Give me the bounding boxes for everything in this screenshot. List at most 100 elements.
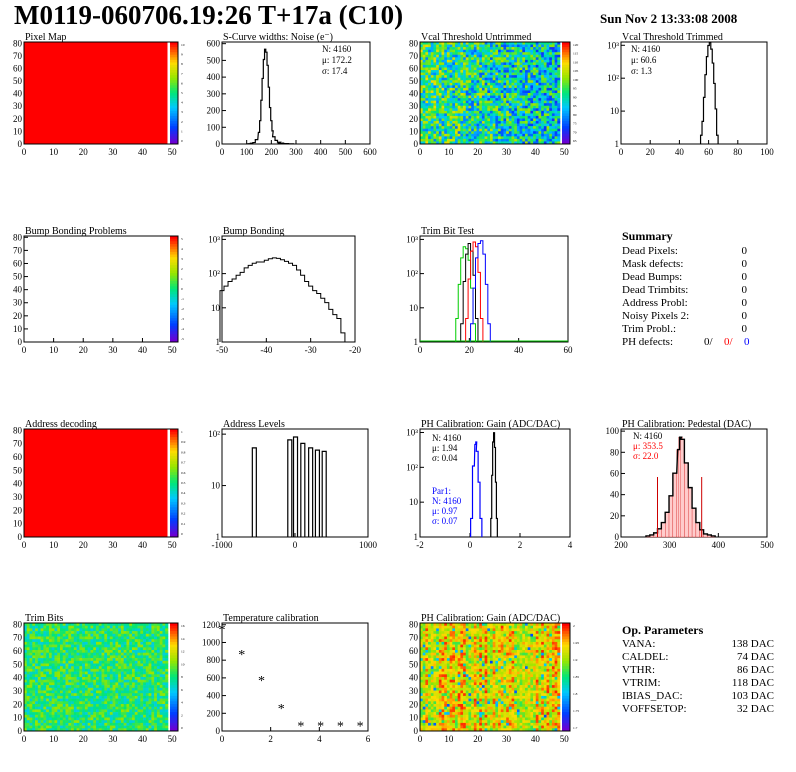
trim_bits-cell	[162, 668, 166, 672]
vcal_untrimmed-cell	[425, 100, 429, 104]
trim_bits-cell	[37, 650, 41, 653]
trim_bits-cell	[90, 722, 94, 726]
vcal_untrimmed-cell	[444, 128, 448, 132]
pixel_map-colorbar-cell	[170, 80, 178, 84]
vcal_untrimmed-cell	[519, 105, 523, 109]
vcal_untrimmed-cell	[525, 47, 528, 50]
vcal_untrimmed-cell	[546, 52, 550, 56]
vcal_untrimmed-cell	[541, 80, 545, 84]
trim_bits-cell	[159, 698, 163, 702]
trim_bits-cell	[134, 655, 138, 659]
trim_bits-cell	[76, 698, 80, 702]
vcal_untrimmed-cell	[508, 80, 512, 84]
trim_bits-cell	[24, 709, 28, 713]
vcal_untrimmed-cell	[500, 80, 504, 84]
trim_bits-cell	[151, 704, 155, 707]
trim_bits-cell	[35, 701, 39, 705]
trim_bits-cell	[134, 644, 138, 648]
trim_bits-cell	[96, 625, 100, 629]
vcal_untrimmed-cell	[492, 44, 496, 48]
vcal_untrimmed-cell	[538, 59, 542, 63]
address_decoding-colorbar-cell	[170, 439, 178, 443]
vcal_untrimmed-cell	[457, 136, 461, 140]
trim_bits-cell	[112, 644, 116, 648]
vcal_untrimmed-cell	[522, 123, 526, 127]
trim_bits-cell	[82, 677, 86, 680]
trim_bits-cell	[162, 682, 166, 686]
vcal_untrimmed-cell	[546, 42, 550, 45]
trim_bits-cell	[82, 655, 86, 659]
vcal_untrimmed-cell	[455, 59, 458, 63]
vcal_untrimmed-cell	[471, 141, 475, 145]
trim_bits-cell	[134, 625, 138, 629]
trim_bits-cell	[87, 728, 91, 732]
vcal_untrimmed-cell	[511, 85, 515, 89]
vcal_untrimmed-cell	[433, 103, 437, 107]
trim_bits-cell	[104, 671, 108, 675]
trim_bits-cell	[145, 641, 149, 645]
trim_bits-cell	[79, 647, 83, 651]
vcal_untrimmed-cell	[444, 49, 448, 53]
pixel_map-ytick-label: 20	[13, 114, 23, 124]
vcal_untrimmed-cell	[471, 44, 475, 48]
vcal_trimmed-xtick-label: 40	[675, 147, 685, 157]
vcal_untrimmed-cell	[449, 110, 453, 114]
trim_bits-cell	[90, 633, 94, 637]
vcal_untrimmed-cell	[428, 133, 432, 137]
address_decoding-colorbar-cell	[170, 526, 178, 530]
vcal_untrimmed-cell	[492, 67, 496, 71]
trim_bits-cell	[126, 628, 130, 632]
trim_bits-cell	[159, 685, 163, 689]
trim_bits-cell	[93, 722, 97, 726]
trim_bits-cell	[35, 663, 39, 667]
vcal_untrimmed-cell	[541, 62, 545, 66]
vcal_untrimmed-cell	[420, 138, 423, 142]
trim_bits-cell	[40, 633, 44, 637]
vcal_untrimmed-cell	[430, 126, 434, 129]
trim_bits-cell	[120, 682, 124, 686]
vcal_untrimmed-cell	[425, 103, 429, 107]
vcal_untrimmed-cell	[422, 42, 426, 45]
vcal_untrimmed-cell	[473, 123, 477, 127]
vcal_untrimmed-cell	[535, 44, 539, 48]
trim_bits-cell	[109, 668, 113, 672]
trim_bits-cell	[120, 687, 124, 691]
vcal_untrimmed-cell	[452, 52, 456, 56]
trim_bits-cell	[29, 655, 33, 659]
trim_bits-cell	[159, 633, 163, 637]
vcal_untrimmed-cell	[549, 133, 553, 137]
vcal_untrimmed-cell	[465, 42, 469, 45]
trim_bits-cell	[112, 728, 116, 732]
trim_bits-cell	[140, 658, 144, 662]
trim_bits-cell	[162, 644, 166, 648]
vcal_untrimmed-cell	[479, 118, 483, 122]
trim_bits-cell	[29, 714, 33, 718]
trim_bits-cell	[32, 682, 36, 686]
trim_bits-cell	[143, 725, 147, 729]
trim_bits-cell	[35, 641, 39, 645]
vcal_untrimmed-cell	[463, 123, 467, 127]
vcal_untrimmed-cell	[471, 136, 475, 140]
trim_bits-cell	[123, 704, 127, 707]
vcal_untrimmed-cell	[554, 54, 558, 58]
trim_bits-cell	[101, 722, 105, 726]
trim_bit_test-ytick-label: 10²	[406, 269, 418, 279]
trim_bits-cell	[26, 682, 30, 686]
vcal_untrimmed-cell	[541, 126, 545, 129]
trim_bits-cell	[156, 639, 160, 643]
trim_bits-cell	[51, 693, 55, 697]
vcal_untrimmed-cell	[436, 85, 440, 89]
vcal_untrimmed-cell	[495, 44, 499, 48]
vcal_untrimmed-cell	[422, 64, 426, 68]
trim_bits-cell	[123, 695, 127, 699]
vcal_untrimmed-cell	[471, 57, 475, 61]
vcal_untrimmed-cell	[557, 123, 561, 127]
trim_bits-cell	[159, 706, 163, 710]
trim_bits-cell	[129, 650, 133, 653]
vcal_untrimmed-cell	[479, 121, 483, 124]
bump_problems-colorbar-cell	[170, 262, 178, 266]
bump_problems-colorbar-cell	[170, 331, 178, 335]
trim_bits-cell	[73, 636, 77, 640]
vcal_untrimmed-cell	[508, 133, 512, 137]
trim_bits-cell	[87, 647, 91, 651]
